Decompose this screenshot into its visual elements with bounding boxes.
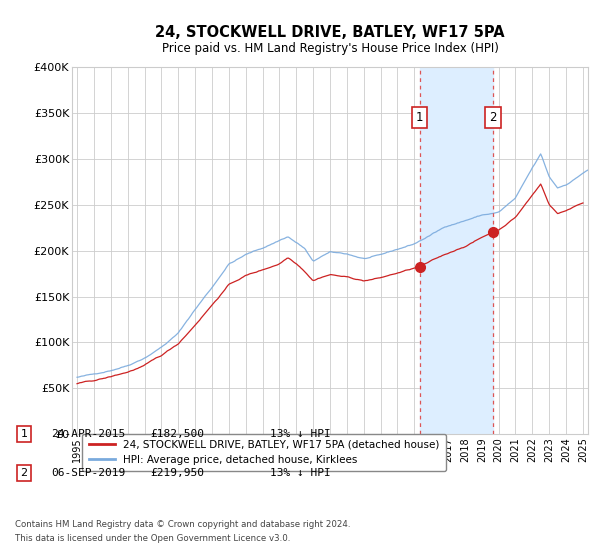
Legend: 24, STOCKWELL DRIVE, BATLEY, WF17 5PA (detached house), HPI: Average price, deta: 24, STOCKWELL DRIVE, BATLEY, WF17 5PA (d… [82,433,446,472]
Text: £182,500: £182,500 [150,429,204,439]
Text: 1: 1 [416,111,423,124]
Text: 13% ↓ HPI: 13% ↓ HPI [270,468,331,478]
Text: 13% ↓ HPI: 13% ↓ HPI [270,429,331,439]
Text: 1: 1 [20,429,28,439]
Text: This data is licensed under the Open Government Licence v3.0.: This data is licensed under the Open Gov… [15,534,290,543]
Text: Price paid vs. HM Land Registry's House Price Index (HPI): Price paid vs. HM Land Registry's House … [161,42,499,55]
Bar [419,67,493,434]
Text: 2: 2 [20,468,28,478]
Text: 06-SEP-2019: 06-SEP-2019 [51,468,125,478]
Text: 2: 2 [490,111,497,124]
Text: Contains HM Land Registry data © Crown copyright and database right 2024.: Contains HM Land Registry data © Crown c… [15,520,350,529]
Text: 24-APR-2015: 24-APR-2015 [51,429,125,439]
Text: £219,950: £219,950 [150,468,204,478]
Text: 24, STOCKWELL DRIVE, BATLEY, WF17 5PA: 24, STOCKWELL DRIVE, BATLEY, WF17 5PA [155,25,505,40]
